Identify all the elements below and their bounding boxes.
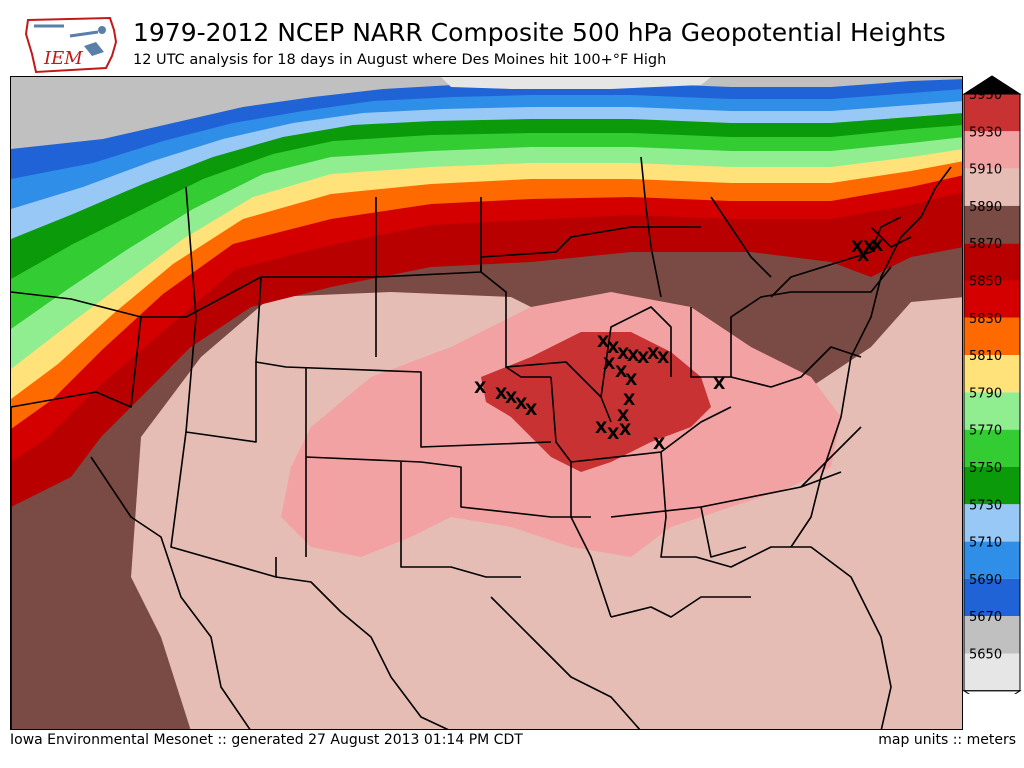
marker: X bbox=[495, 384, 508, 403]
legend-label: 5910 bbox=[969, 163, 1002, 178]
height-contour-map: X X X X X X X X X X X X X X X X X X X X bbox=[11, 77, 962, 729]
marker: X bbox=[857, 246, 870, 265]
legend-label: 5890 bbox=[969, 200, 1002, 215]
marker: X bbox=[657, 348, 670, 367]
marker: X bbox=[597, 332, 610, 351]
legend-swatch bbox=[964, 168, 1020, 206]
legend-swatch bbox=[964, 541, 1020, 579]
marker: X bbox=[607, 424, 620, 443]
color-scale-legend: 5950 5930 5910 5890 5870 5850 5830 5810 5790 5770… bbox=[962, 74, 1023, 710]
legend-swatch bbox=[964, 280, 1020, 318]
legend-label: 5830 bbox=[969, 312, 1002, 327]
marker: X bbox=[851, 237, 864, 256]
field-5950 bbox=[481, 332, 711, 472]
legend-swatch bbox=[964, 429, 1020, 467]
band-5850 bbox=[11, 172, 962, 462]
legend-label: 5750 bbox=[969, 461, 1002, 476]
marker: X bbox=[619, 420, 632, 439]
marker: X bbox=[625, 370, 638, 389]
marker: X bbox=[627, 346, 640, 365]
band-5750 bbox=[11, 111, 962, 279]
legend-label: 5650 bbox=[969, 648, 1002, 663]
page-title: 1979-2012 NCEP NARR Composite 500 hPa Ge… bbox=[133, 18, 946, 47]
legend-label: 5670 bbox=[969, 610, 1002, 625]
marker: X bbox=[647, 344, 660, 363]
footer-credit: Iowa Environmental Mesonet :: generated … bbox=[10, 732, 523, 748]
band-5770 bbox=[11, 123, 962, 329]
legend-label: 5690 bbox=[969, 573, 1002, 588]
marker: X bbox=[617, 406, 630, 425]
marker: X bbox=[637, 348, 650, 367]
marker: X bbox=[623, 390, 636, 409]
marker: X bbox=[713, 374, 726, 393]
marker: X bbox=[603, 354, 616, 373]
marker: X bbox=[505, 388, 518, 407]
marker: X bbox=[474, 378, 487, 397]
band-5810 bbox=[11, 147, 962, 399]
band-5730 bbox=[11, 99, 962, 239]
band-5830 bbox=[11, 159, 962, 429]
marker: X bbox=[615, 362, 628, 381]
legend-swatch bbox=[964, 392, 1020, 430]
band-5650 bbox=[391, 77, 962, 89]
legend-label: 5710 bbox=[969, 536, 1002, 551]
band-5790 bbox=[11, 135, 962, 369]
legend-label: 5950 bbox=[969, 88, 1002, 103]
legend-swatch bbox=[964, 355, 1020, 393]
legend-label: 5770 bbox=[969, 424, 1002, 439]
band-5670 bbox=[11, 77, 962, 149]
marker: X bbox=[525, 400, 538, 419]
marker: X bbox=[871, 236, 884, 255]
iem-logo: IEM bbox=[24, 12, 124, 78]
legend-swatch bbox=[964, 653, 1020, 691]
legend-swatch bbox=[964, 94, 1020, 132]
legend-label: 5870 bbox=[969, 237, 1002, 252]
legend-swatch bbox=[964, 243, 1020, 281]
observation-markers: X X X X X X X X X X X X X X X X X X X X bbox=[474, 236, 884, 453]
map-panel: X X X X X X X X X X X X X X X X X X X X bbox=[10, 76, 963, 730]
marker: X bbox=[653, 434, 666, 453]
legend-label: 5730 bbox=[969, 498, 1002, 513]
legend-swatch bbox=[964, 616, 1020, 654]
legend-label: 5850 bbox=[969, 275, 1002, 290]
marker: X bbox=[607, 338, 620, 357]
legend-label: 5930 bbox=[969, 125, 1002, 140]
footer-units: map units :: meters bbox=[878, 732, 1016, 748]
marker: X bbox=[863, 237, 876, 256]
legend-swatch bbox=[964, 317, 1020, 356]
band-5870 bbox=[11, 187, 962, 507]
legend-swatch bbox=[964, 504, 1020, 542]
marker: X bbox=[617, 344, 630, 363]
legend-swatch bbox=[964, 131, 1020, 169]
political-borders bbox=[11, 156, 952, 729]
marker: X bbox=[595, 418, 608, 437]
band-5710 bbox=[11, 87, 962, 209]
legend-label: 5790 bbox=[969, 386, 1002, 401]
legend-swatch bbox=[964, 467, 1020, 505]
page-subtitle: 12 UTC analysis for 18 days in August wh… bbox=[133, 52, 667, 68]
legend-swatch bbox=[964, 205, 1020, 244]
legend-label: 5810 bbox=[969, 349, 1002, 364]
legend-swatch bbox=[964, 578, 1020, 617]
marker: X bbox=[515, 394, 528, 413]
logo-text: IEM bbox=[43, 48, 83, 69]
band-5690 bbox=[11, 77, 962, 179]
